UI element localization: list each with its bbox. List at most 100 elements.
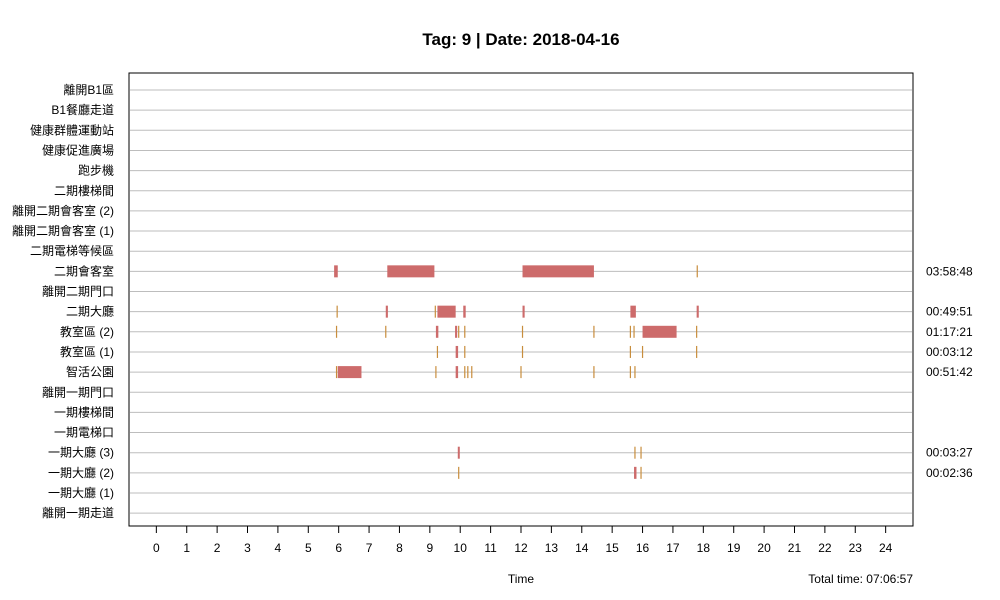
- row-total: 00:03:12: [926, 345, 973, 359]
- presence-block: [642, 325, 677, 338]
- row: 一期大廳 (3) 00:03:27: [48, 445, 973, 460]
- row: 離開B1區: [63, 83, 912, 97]
- presence-block: [522, 265, 594, 278]
- row: 離開二期會客室 (1): [12, 223, 912, 238]
- presence-block: [337, 366, 362, 379]
- row-label: 一期樓梯間: [54, 404, 114, 419]
- presence-block: [522, 305, 525, 318]
- x-tick-label: 13: [545, 541, 559, 555]
- row-label: 二期樓梯間: [54, 183, 114, 198]
- row: 離開一期門口: [42, 385, 912, 399]
- x-tick-label: 2: [214, 541, 221, 555]
- x-tick-label: 24: [879, 541, 893, 555]
- row-total: 01:17:21: [926, 325, 973, 339]
- row: 跑步機: [78, 163, 912, 178]
- row-label: 健康群體運動站: [30, 122, 114, 137]
- row-label: 離開二期會客室 (1): [12, 223, 114, 238]
- presence-block: [630, 305, 636, 318]
- row: 二期電梯等候區: [30, 244, 912, 258]
- x-tick-label: 7: [366, 541, 373, 555]
- row: 離開二期門口: [42, 285, 912, 299]
- presence-block: [455, 345, 459, 358]
- x-tick-label: 5: [305, 541, 312, 555]
- row-label: 離開二期會客室 (2): [12, 203, 114, 218]
- x-tick-label: 12: [514, 541, 528, 555]
- total-time-label: Total time: 07:06:57: [808, 572, 913, 586]
- row-total: 00:49:51: [926, 305, 973, 319]
- row: 智活公園 00:51:42: [66, 364, 973, 379]
- row-label: 教室區 (1): [60, 344, 114, 359]
- x-tick-label: 10: [454, 541, 468, 555]
- row-label: 二期電梯等候區: [30, 244, 114, 258]
- row-label: 一期大廳 (2): [48, 465, 114, 480]
- x-tick-label: 4: [275, 541, 282, 555]
- row: 教室區 (1) 00:03:12: [60, 344, 973, 359]
- x-tick-label: 21: [788, 541, 802, 555]
- x-tick-label: 20: [757, 541, 771, 555]
- x-tick-label: 3: [244, 541, 251, 555]
- row-total: 00:03:27: [926, 446, 973, 460]
- row-label: 教室區 (2): [60, 324, 114, 339]
- row-label: 跑步機: [78, 163, 114, 178]
- presence-block: [437, 305, 456, 318]
- row-label: 一期電梯口: [54, 426, 114, 440]
- presence-block: [634, 466, 637, 479]
- presence-block: [457, 446, 460, 459]
- row-label: 離開二期門口: [42, 285, 114, 299]
- x-axis-label: Time: [508, 572, 535, 586]
- row-label: 離開一期門口: [42, 385, 114, 399]
- row-total: 03:58:48: [926, 264, 973, 278]
- x-tick-label: 8: [396, 541, 403, 555]
- row-label: B1餐廳走道: [51, 102, 114, 117]
- row-label: 智活公園: [66, 364, 114, 379]
- plot-frame: [128, 72, 914, 527]
- row: B1餐廳走道: [51, 102, 912, 117]
- row: 二期大廳 00:49:51: [66, 304, 973, 319]
- row: 二期會客室 03:58:48: [54, 263, 973, 278]
- row-label: 二期會客室: [54, 263, 114, 278]
- row-label: 一期大廳 (3): [48, 445, 114, 460]
- x-tick-label: 0: [153, 541, 160, 555]
- x-tick-label: 17: [666, 541, 680, 555]
- presence-block: [455, 366, 459, 379]
- presence-block: [385, 305, 388, 318]
- row: 離開二期會客室 (2): [12, 203, 912, 218]
- x-tick-label: 19: [727, 541, 741, 555]
- presence-block: [387, 265, 435, 278]
- presence-block: [696, 305, 699, 318]
- chart-title: Tag: 9 | Date: 2018-04-16: [422, 30, 619, 49]
- presence-block: [455, 325, 458, 338]
- row-label: 健康促進廣場: [42, 142, 114, 157]
- row-label: 二期大廳: [66, 304, 114, 319]
- row-label: 一期大廳 (1): [48, 485, 114, 500]
- row: 一期大廳 (2) 00:02:36: [48, 465, 973, 480]
- row-label: 離開一期走道: [42, 506, 114, 520]
- x-tick-label: 11: [484, 541, 497, 555]
- presence-block: [435, 325, 439, 338]
- row: 健康群體運動站: [30, 122, 912, 137]
- x-tick-label: 16: [636, 541, 650, 555]
- presence-block: [463, 305, 466, 318]
- row-total: 00:51:42: [926, 365, 973, 379]
- x-tick-label: 1: [183, 541, 190, 555]
- row-total: 00:02:36: [926, 466, 973, 480]
- x-tick-label: 23: [849, 541, 863, 555]
- x-tick-label: 15: [605, 541, 619, 555]
- x-tick-label: 18: [697, 541, 711, 555]
- row: 健康促進廣場: [42, 142, 912, 157]
- row: 一期樓梯間: [54, 404, 912, 419]
- row: 一期大廳 (1): [48, 485, 912, 500]
- x-tick-label: 6: [335, 541, 342, 555]
- x-tick-label: 22: [818, 541, 832, 555]
- row: 二期樓梯間: [54, 183, 912, 198]
- row: 一期電梯口: [54, 426, 912, 440]
- row-group: 離開B1區 B1餐廳走道健康群體運動站健康促進廣場跑步機二期樓梯間離開二期會客室 …: [12, 83, 973, 520]
- x-axis: 0 1 2 3 4 5 6 7 8 9 10 11 12 13 14 15 16 17 18 19 20 21 22 23 24: [153, 526, 893, 555]
- x-tick-label: 9: [426, 541, 433, 555]
- row: 離開一期走道: [42, 506, 912, 520]
- row: 教室區 (2) 01:17:21: [60, 324, 973, 339]
- x-tick-label: 14: [575, 541, 589, 555]
- presence-block: [334, 265, 338, 278]
- row-label: 離開B1區: [63, 83, 114, 97]
